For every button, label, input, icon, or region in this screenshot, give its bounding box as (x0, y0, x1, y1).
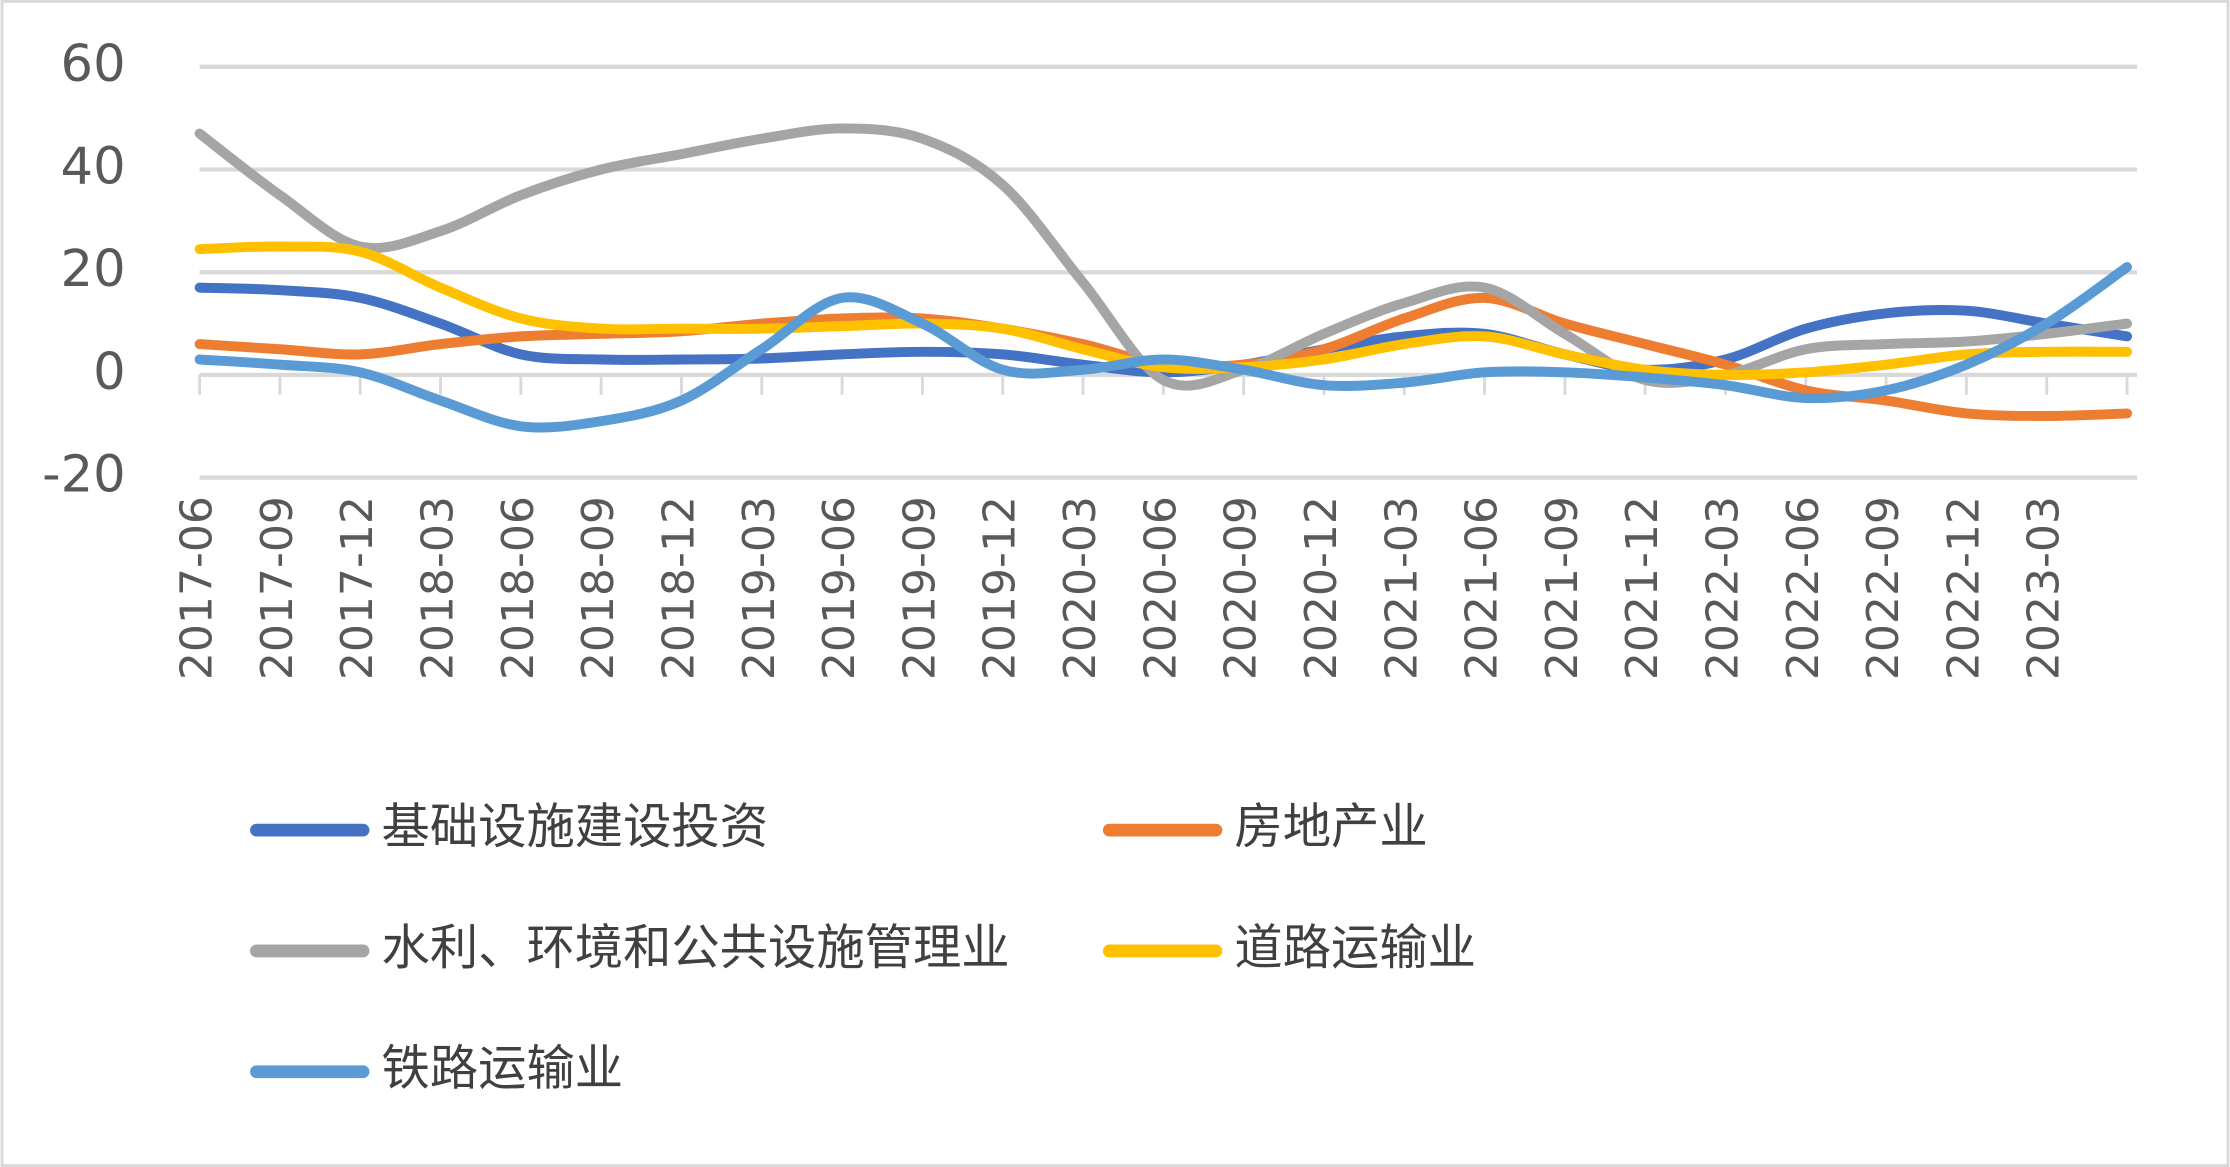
x-tick-label: 2021-12 (1617, 496, 1668, 680)
x-tick-label: 2019-03 (734, 496, 785, 680)
x-tick-label: 2022-12 (1938, 496, 1989, 680)
x-tick-label: 2021-03 (1376, 496, 1427, 680)
x-tick-label: 2022-06 (1778, 496, 1829, 680)
x-tick-label: 2020-06 (1135, 496, 1186, 680)
x-tick-label: 2022-03 (1698, 496, 1749, 680)
x-tick-label: 2023-03 (2019, 496, 2070, 680)
x-tick-label: 2020-12 (1296, 496, 1347, 680)
series-line (194, 262, 2133, 433)
y-tick-label: 0 (93, 343, 126, 402)
y-tick-label: 20 (61, 240, 126, 299)
x-tick-label: 2019-12 (975, 496, 1026, 680)
legend-label: 铁路运输业 (382, 1041, 624, 1097)
x-tick-label: 2022-09 (1858, 496, 1909, 680)
x-tick-label: 2021-09 (1537, 496, 1588, 680)
y-tick-label: -20 (42, 446, 126, 505)
legend-label: 道路运输业 (1234, 920, 1476, 976)
x-tick-label: 2017-12 (332, 496, 383, 680)
series-line (194, 241, 2133, 380)
x-tick-label: 2021-06 (1457, 496, 1508, 680)
legend-label: 房地产业 (1234, 799, 1427, 855)
y-tick-label: 60 (61, 35, 126, 94)
y-tick-label: 40 (61, 138, 126, 197)
x-tick-label: 2019-06 (814, 496, 865, 680)
x-tick-label: 2020-03 (1055, 496, 1106, 680)
x-tick-label: 2018-06 (493, 496, 544, 680)
legend-label: 基础设施建设投资 (382, 799, 768, 855)
x-tick-label: 2018-03 (413, 496, 464, 680)
x-tick-label: 2017-09 (252, 496, 303, 680)
x-tick-label: 2018-09 (573, 496, 624, 680)
x-tick-label: 2019-09 (894, 496, 945, 680)
legend-label: 水利、环境和公共设施管理业 (382, 920, 1010, 976)
x-tick-label: 2017-06 (172, 496, 223, 680)
x-tick-label: 2020-09 (1216, 496, 1267, 680)
x-tick-label: 2018-12 (653, 496, 704, 680)
